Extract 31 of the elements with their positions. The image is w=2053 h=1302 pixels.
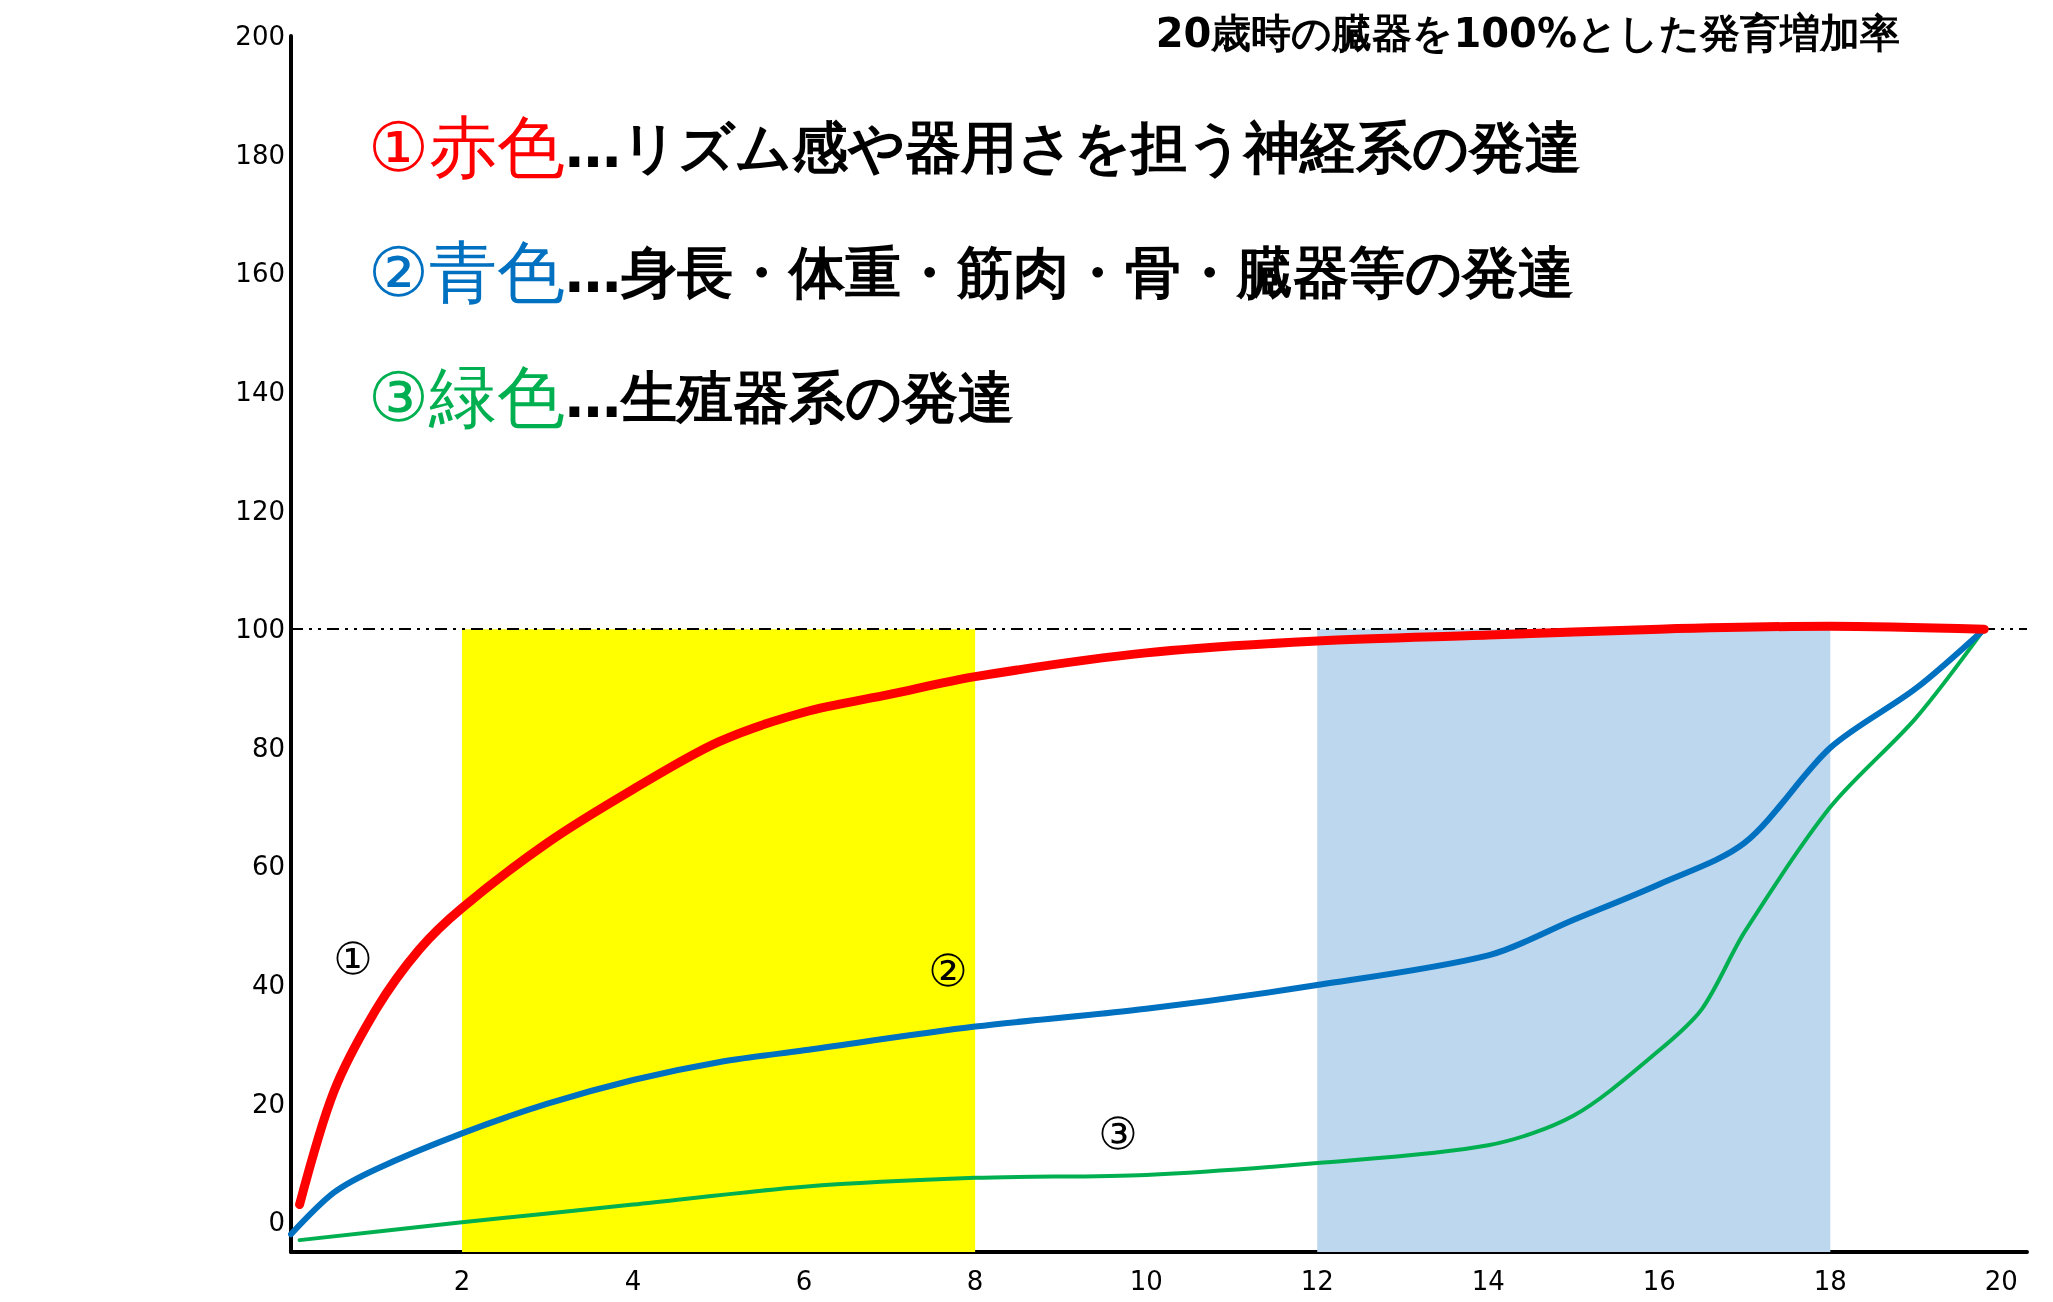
y-tick-label: 200 xyxy=(235,21,285,51)
x-tick-label: 8 xyxy=(966,1266,984,1296)
x-tick-label: 20 xyxy=(1984,1266,2018,1296)
annotation: ① xyxy=(333,932,373,984)
y-tick-label: 160 xyxy=(235,258,285,289)
x-tick-label: 16 xyxy=(1642,1266,1676,1296)
y-tick-label: 60 xyxy=(251,851,285,882)
annotation: …生殖器系の発達 xyxy=(564,364,1014,430)
y-tick-label: 0 xyxy=(268,1207,285,1238)
y-tick-label: 20 xyxy=(251,1088,285,1119)
y-tick-label: 120 xyxy=(235,495,285,526)
y-tick-label: 100 xyxy=(235,614,285,645)
annotation: …身長・体重・筋肉・骨・臓器等の発達 xyxy=(564,239,1574,305)
y-tick-label: 40 xyxy=(251,970,285,1001)
x-tick-label: 6 xyxy=(795,1266,813,1296)
x-tick-label: 14 xyxy=(1471,1266,1505,1296)
annotation: ② xyxy=(928,944,968,996)
y-tick-label: 140 xyxy=(235,376,285,407)
y-tick-label: 180 xyxy=(235,139,285,170)
annotation: ③ xyxy=(1098,1107,1138,1159)
y-tick-label: 80 xyxy=(251,732,285,763)
chart-title: 20歳時の臓器を100%とした発育増加率 xyxy=(1155,10,1901,56)
text: ②青色 xyxy=(368,232,565,312)
text: ①赤色 xyxy=(368,107,565,187)
text: ③緑色 xyxy=(368,357,565,437)
annotation: …リズム感や器用さを担う神経系の発達 xyxy=(564,114,1581,180)
x-tick-label: 2 xyxy=(453,1266,471,1296)
x-tick-label: 4 xyxy=(624,1266,642,1296)
x-tick-label: 18 xyxy=(1813,1266,1847,1296)
x-tick-label: 10 xyxy=(1129,1266,1163,1296)
x-tick-label: 12 xyxy=(1300,1266,1334,1296)
